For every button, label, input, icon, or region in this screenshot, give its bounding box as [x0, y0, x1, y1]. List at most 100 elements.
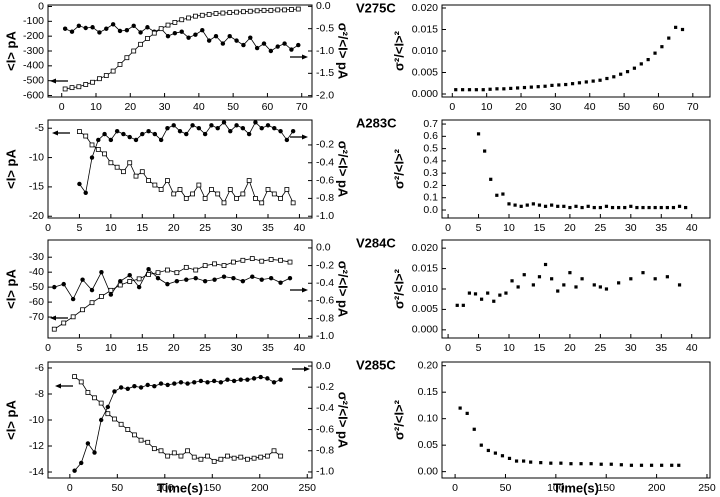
y-tick-label: -100 [23, 15, 44, 27]
point [118, 385, 124, 390]
point [271, 191, 277, 197]
point [89, 300, 95, 306]
point [240, 126, 246, 131]
point [289, 47, 294, 52]
point [70, 314, 76, 320]
y2-tick-label: -1.0 [316, 466, 334, 478]
point [531, 202, 535, 206]
point [138, 41, 143, 47]
point [647, 205, 651, 210]
point [99, 294, 104, 299]
y-tick-label: 0.7 [423, 118, 438, 130]
point [549, 461, 553, 465]
point [247, 8, 253, 14]
y-tick-label: 0.4 [423, 155, 438, 167]
point [125, 386, 130, 391]
point [215, 126, 220, 131]
point [612, 75, 616, 79]
x-tick-label: 10 [481, 101, 493, 113]
point [604, 204, 609, 208]
point [529, 85, 533, 89]
y-tick-label: 0.005 [412, 66, 438, 78]
point [206, 38, 212, 43]
point [105, 404, 111, 410]
point [684, 205, 688, 210]
panel-title: A283C [356, 115, 397, 130]
point [564, 82, 568, 87]
point [61, 320, 67, 326]
point [98, 417, 104, 423]
point [152, 131, 158, 137]
point [502, 87, 506, 91]
x-tick-label: 0 [445, 342, 451, 354]
point [158, 448, 164, 454]
point [215, 191, 221, 197]
point [112, 389, 117, 394]
point [246, 131, 252, 137]
point [121, 169, 126, 175]
point [105, 411, 111, 417]
point [295, 6, 301, 12]
point [185, 448, 190, 454]
x-axis-label: Time(s) [553, 480, 599, 495]
point [543, 204, 548, 208]
point [127, 160, 133, 166]
point [677, 283, 682, 287]
x-tick-label: 25 [595, 342, 607, 354]
panel: 0 50 100 150 200 250 0.00 0.05 0.10 0.15 0.20 σ²/<I… [356, 357, 716, 495]
point [610, 205, 615, 210]
point [220, 41, 226, 46]
point [52, 284, 57, 290]
point [254, 8, 260, 14]
point [211, 378, 217, 384]
point [501, 192, 505, 196]
point [586, 204, 590, 208]
point [172, 30, 178, 36]
point [125, 427, 131, 432]
series-line [74, 376, 281, 471]
point [218, 456, 224, 462]
y2-tick-label: -0.8 [316, 312, 334, 324]
arrow-head [302, 54, 308, 60]
point [155, 275, 161, 281]
point [493, 451, 497, 455]
point [591, 79, 595, 83]
point [96, 137, 101, 143]
point [248, 35, 253, 40]
y-axis-label: <I> pA [3, 400, 18, 440]
y-tick-label: 0.015 [412, 262, 438, 274]
point [660, 45, 664, 49]
point [461, 88, 465, 92]
point [649, 463, 654, 467]
point [165, 382, 170, 388]
y2-tick-label: 0.0 [316, 0, 331, 12]
point [202, 263, 208, 269]
point [665, 275, 669, 279]
point [179, 17, 185, 23]
point [193, 275, 198, 281]
panel: 0 5 10 15 20 25 30 35 40 -20 -15 -10 -5 -1.0 -0.8 -0.6 -… [3, 119, 351, 234]
point [265, 376, 270, 381]
point [467, 88, 472, 92]
point [568, 205, 572, 210]
x-tick-label: 10 [105, 222, 117, 234]
point [69, 29, 75, 34]
point [95, 146, 101, 152]
point [77, 129, 82, 134]
y-tick-label: 0.005 [412, 303, 438, 315]
arrow-head [52, 130, 58, 136]
point [139, 169, 145, 175]
point [461, 303, 465, 307]
point [625, 70, 630, 74]
point [184, 131, 189, 137]
point [639, 463, 644, 467]
point [489, 177, 493, 181]
y-tick-label: -300 [23, 45, 44, 57]
x-tick-label: 150 [597, 482, 615, 494]
point [259, 126, 264, 131]
point [97, 30, 102, 35]
point [124, 28, 130, 33]
point [72, 468, 77, 473]
point [190, 191, 195, 197]
